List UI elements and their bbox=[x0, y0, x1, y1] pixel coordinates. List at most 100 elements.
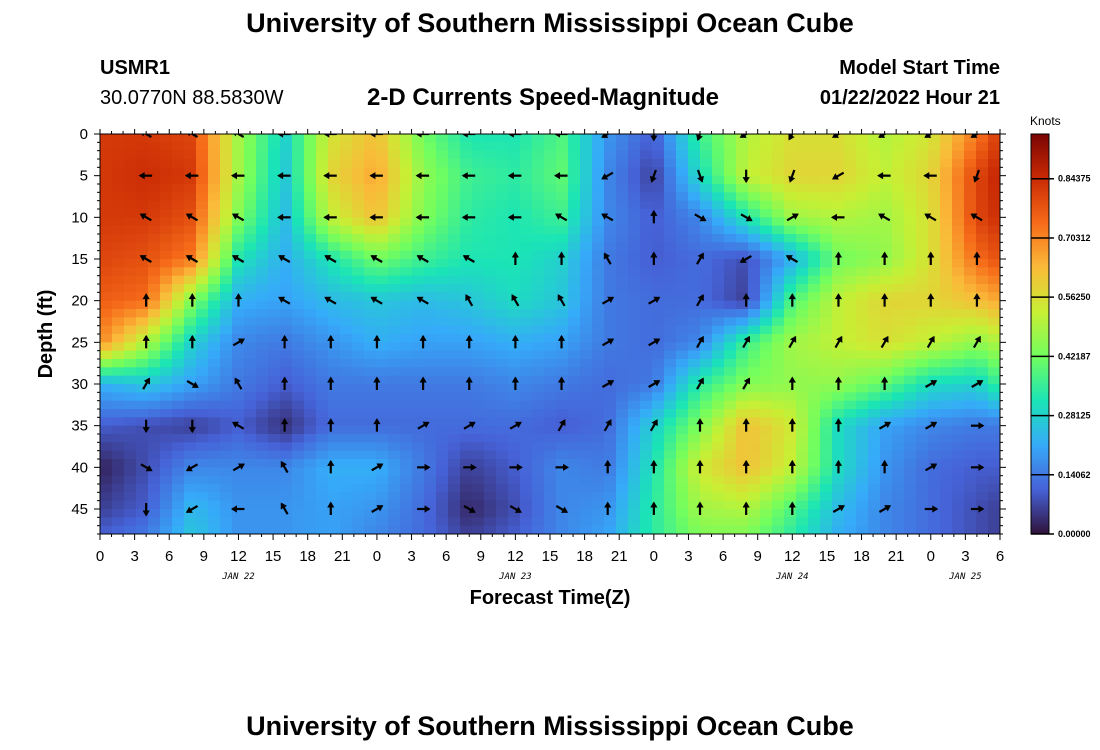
heatmap-cell bbox=[772, 375, 785, 385]
heatmap-cell bbox=[484, 342, 497, 352]
heatmap-cell bbox=[136, 509, 149, 518]
heatmap-cell bbox=[292, 409, 305, 418]
current-vector-arrow bbox=[834, 459, 843, 474]
heatmap-cell bbox=[832, 175, 845, 185]
heatmap-cell bbox=[628, 292, 641, 302]
heatmap-cell bbox=[736, 284, 749, 293]
heatmap-cell bbox=[844, 175, 857, 185]
heatmap-cell bbox=[808, 175, 821, 185]
heatmap-cell bbox=[916, 325, 929, 335]
heatmap-cell bbox=[772, 234, 785, 243]
heatmap-cell bbox=[964, 334, 977, 343]
current-vector-arrow bbox=[924, 213, 937, 222]
heatmap-cell bbox=[616, 492, 629, 502]
heatmap-cell bbox=[640, 317, 653, 327]
heatmap-cell bbox=[652, 225, 665, 235]
heatmap-cell bbox=[484, 150, 497, 160]
current-vector-arrow bbox=[555, 213, 568, 222]
heatmap-cell bbox=[628, 234, 641, 243]
heatmap-cell bbox=[424, 334, 437, 343]
heatmap-cell bbox=[856, 500, 869, 510]
heatmap-cell bbox=[256, 275, 269, 285]
heatmap-cell bbox=[880, 275, 893, 285]
heatmap-cell bbox=[688, 250, 701, 260]
heatmap-cell bbox=[688, 242, 701, 252]
heatmap-cell bbox=[136, 134, 149, 143]
heatmap-cell bbox=[700, 509, 713, 518]
colorbar-tick-label: 0.84375 bbox=[1058, 174, 1091, 184]
heatmap-cell bbox=[904, 459, 917, 468]
heatmap-cell bbox=[268, 500, 281, 510]
heatmap-cell bbox=[448, 375, 461, 385]
heatmap-cell bbox=[808, 184, 821, 193]
heatmap-cell bbox=[676, 350, 689, 360]
heatmap-cell bbox=[364, 367, 377, 377]
heatmap-cell bbox=[112, 492, 125, 502]
heatmap-cell bbox=[376, 359, 389, 368]
heatmap-cell bbox=[868, 342, 881, 352]
heatmap-cell bbox=[376, 317, 389, 327]
heatmap-cell bbox=[316, 200, 329, 210]
heatmap-cell bbox=[100, 309, 113, 318]
heatmap-cell bbox=[172, 459, 185, 468]
heatmap-cell bbox=[988, 275, 1000, 285]
heatmap-cell bbox=[664, 417, 677, 427]
heatmap-cell bbox=[976, 200, 989, 210]
heatmap-cell bbox=[604, 200, 617, 210]
heatmap-cell bbox=[880, 325, 893, 335]
heatmap-cell bbox=[928, 317, 941, 327]
heatmap-cell bbox=[304, 400, 317, 410]
heatmap-cell bbox=[100, 484, 113, 493]
heatmap-cell bbox=[940, 284, 953, 293]
heatmap-cell bbox=[832, 367, 845, 377]
heatmap-cell bbox=[760, 325, 773, 335]
heatmap-cell bbox=[988, 217, 1000, 227]
heatmap-cell bbox=[688, 375, 701, 385]
heatmap-cell bbox=[112, 367, 125, 377]
heatmap-cell bbox=[964, 392, 977, 402]
heatmap-cell bbox=[448, 417, 461, 427]
heatmap-cell bbox=[652, 492, 665, 502]
heatmap-cell bbox=[940, 267, 953, 277]
heatmap-cell bbox=[484, 259, 497, 268]
colorbar: Knots 0.843750.703120.562500.421870.2812… bbox=[1030, 114, 1091, 539]
heatmap-cell bbox=[700, 367, 713, 377]
heatmap-cell bbox=[928, 509, 941, 518]
heatmap-cell bbox=[100, 459, 113, 468]
heatmap-cell bbox=[256, 209, 269, 218]
heatmap-cell bbox=[292, 442, 305, 452]
heatmap-cell bbox=[532, 334, 545, 343]
heatmap-cell bbox=[304, 159, 317, 168]
heatmap-cell bbox=[916, 209, 929, 218]
heatmap-cell bbox=[364, 209, 377, 218]
heatmap-cell bbox=[724, 225, 737, 235]
heatmap-cell bbox=[928, 417, 941, 427]
heatmap-cell bbox=[940, 375, 953, 385]
heatmap-cell bbox=[148, 309, 161, 318]
heatmap-cell bbox=[892, 250, 905, 260]
heatmap-cell bbox=[148, 217, 161, 227]
heatmap-cell bbox=[136, 200, 149, 210]
heatmap-cell bbox=[136, 292, 149, 302]
heatmap-cell bbox=[472, 509, 485, 518]
heatmap-cell bbox=[400, 317, 413, 327]
heatmap-cell bbox=[196, 367, 209, 377]
heatmap-cell bbox=[964, 200, 977, 210]
heatmap-cell bbox=[112, 325, 125, 335]
heatmap-cell bbox=[184, 342, 197, 352]
heatmap-cell bbox=[904, 359, 917, 368]
heatmap-cell bbox=[700, 209, 713, 218]
heatmap-cell bbox=[184, 284, 197, 293]
heatmap-cell bbox=[148, 175, 161, 185]
heatmap-cell bbox=[604, 317, 617, 327]
heatmap-cell bbox=[352, 225, 365, 235]
heatmap-cell bbox=[544, 409, 557, 418]
heatmap-cell bbox=[388, 367, 401, 377]
heatmap-cell bbox=[208, 217, 221, 227]
heatmap-cell bbox=[700, 467, 713, 477]
heatmap-cell bbox=[100, 242, 113, 252]
heatmap-cell bbox=[364, 225, 377, 235]
heatmap-cell bbox=[148, 409, 161, 418]
heatmap-cell bbox=[952, 250, 965, 260]
heatmap-cell bbox=[736, 142, 749, 152]
